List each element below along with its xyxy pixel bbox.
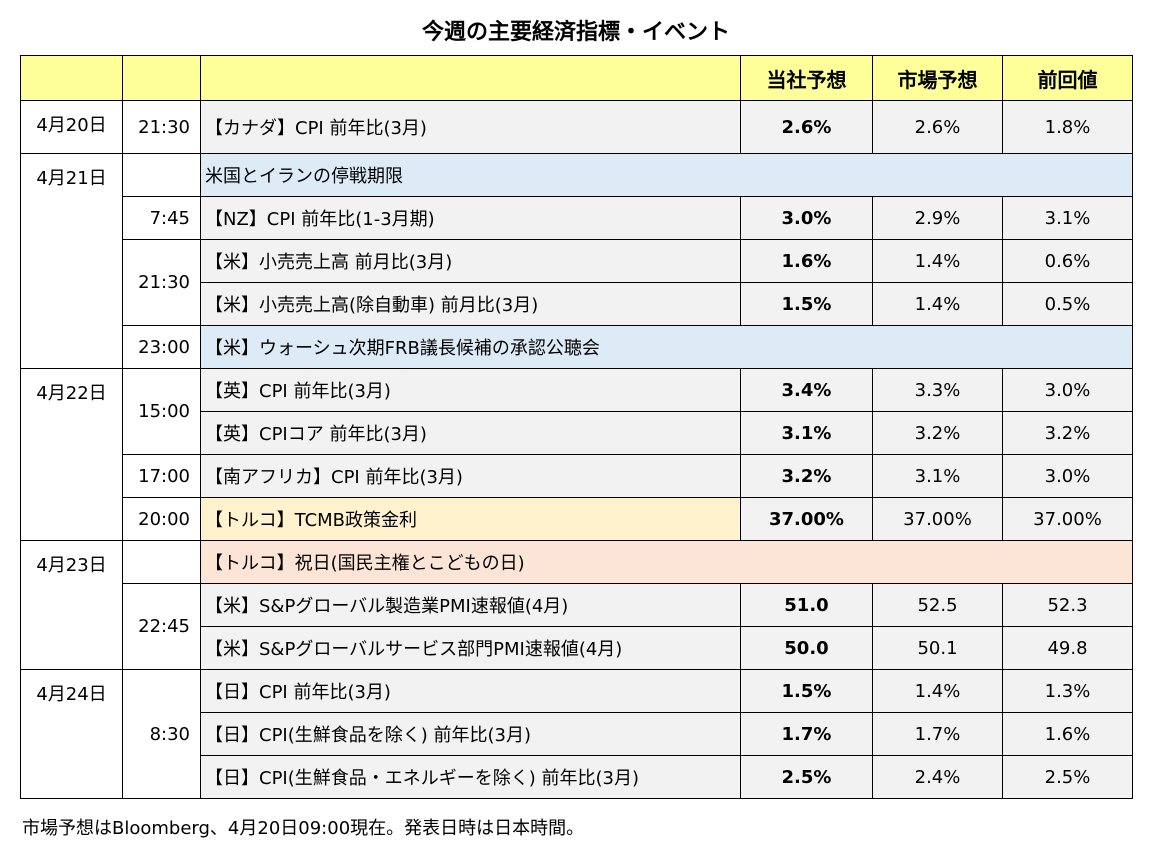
header-market: 市場予想 [872,55,1003,101]
table-row: 4月23日 【トルコ】祝日(国民主権とこどもの日) [20,540,1133,670]
table-row: 4月24日 8:30 【日】CPI 前年比(3月) 1.5% 1.4% 1.3% [20,669,1133,799]
market-forecast: 1.4% [872,669,1003,713]
table-row: 22:45 【米】S&Pグローバル製造業PMI速報値(4月) 51.0 52.5 52.… [21,583,1133,670]
our-forecast: 3.2% [740,454,873,498]
our-forecast: 51.0 [740,583,873,627]
time-cell: 22:45 [122,583,201,670]
market-forecast: 37.00% [872,497,1003,541]
header-date [20,55,123,101]
event-banner: 【米】ウォーシュ次期FRB議長候補の承認公聴会 [200,325,1133,369]
market-forecast: 3.1% [872,454,1003,498]
table-row: 【日】CPI(生鮮食品・エネルギーを除く) 前年比(3月) 2.5% 2.4% 2.5… [21,755,1133,799]
table-row: 4月22日 15:00 【英】CPI 前年比(3月) 3.4% 3.3% 3.0% [20,368,1133,541]
table-row: 17:00 【南アフリカ】CPI 前年比(3月) 3.2% 3.1% 3.0% [21,454,1133,498]
our-forecast: 50.0 [740,626,873,670]
header-prev: 前回値 [1002,55,1133,101]
previous-value: 49.8 [1002,626,1133,670]
market-forecast: 3.2% [872,411,1003,455]
time-cell: 15:00 [122,368,201,455]
event-name: 【日】CPI(生鮮食品を除く) 前年比(3月) [200,712,741,756]
previous-value: 52.3 [1002,583,1133,627]
time-cell: 7:45 [122,196,201,240]
our-forecast: 3.0% [740,196,873,240]
date-cell: 4月24日 [20,669,123,799]
table-row: 【日】CPI(生鮮食品を除く) 前年比(3月) 1.7% 1.7% 1.6% [21,712,1133,756]
market-forecast: 1.4% [872,239,1003,283]
time-cell: 17:00 [122,454,201,498]
previous-value: 2.5% [1002,755,1133,799]
our-forecast: 1.7% [740,712,873,756]
time-cell: 8:30 [122,669,201,799]
table-row: 【米】S&Pグローバルサービス部門PMI速報値(4月) 50.0 50.1 49.8 [21,626,1133,670]
table-row: 4月20日 21:30 【カナダ】CPI 前年比(3月) 2.6% 2.6% 1.8% [20,100,1133,154]
footnote: 市場予想はBloomberg、4月20日09:00現在。発表日時は日本時間。 [22,818,585,839]
header-time [122,55,201,101]
date-cell: 4月22日 [20,368,123,541]
date-cell: 4月23日 [20,540,123,670]
market-forecast: 2.9% [872,196,1003,240]
table-row: 20:00 【トルコ】TCMB政策金利 37.00% 37.00% 37.00% [21,497,1133,541]
time-cell [122,540,201,584]
event-name: 【米】S&Pグローバルサービス部門PMI速報値(4月) [200,626,741,670]
previous-value: 37.00% [1002,497,1133,541]
previous-value: 0.6% [1002,239,1133,283]
our-forecast: 2.5% [740,755,873,799]
market-forecast: 1.4% [872,282,1003,326]
date-cell: 4月20日 [20,100,123,154]
previous-value: 1.8% [1002,100,1133,154]
our-forecast: 3.1% [740,411,873,455]
time-cell: 21:30 [122,100,201,154]
event-name: 【米】小売売上高 前月比(3月) [200,239,741,283]
time-cell: 20:00 [122,497,201,541]
table-row: 23:00 【米】ウォーシュ次期FRB議長候補の承認公聴会 [21,325,1133,369]
our-forecast: 2.6% [740,100,873,154]
time-cell: 21:30 [122,239,201,326]
event-name: 【南アフリカ】CPI 前年比(3月) [200,454,741,498]
previous-value: 3.2% [1002,411,1133,455]
event-name: 【米】S&Pグローバル製造業PMI速報値(4月) [200,583,741,627]
indicator-table: 当社予想 市場予想 前回値 4月20日 21:30 【カナダ】CPI 前年比(3月)… [20,55,1133,799]
event-name: 【英】CPIコア 前年比(3月) [200,411,741,455]
market-forecast: 1.7% [872,712,1003,756]
event-name: 【カナダ】CPI 前年比(3月) [200,100,741,154]
header-row: 当社予想 市場予想 前回値 [20,55,1133,101]
our-forecast: 1.6% [740,239,873,283]
market-forecast: 50.1 [872,626,1003,670]
date-cell: 4月21日 [20,153,123,369]
market-forecast: 3.3% [872,368,1003,412]
event-name: 【米】小売売上高(除自動車) 前月比(3月) [200,282,741,326]
header-event [200,55,741,101]
our-forecast: 37.00% [740,497,873,541]
previous-value: 0.5% [1002,282,1133,326]
event-banner: 【トルコ】祝日(国民主権とこどもの日) [200,540,1133,584]
our-forecast: 1.5% [740,282,873,326]
market-forecast: 2.4% [872,755,1003,799]
event-banner: 米国とイランの停戦期限 [200,153,1133,197]
our-forecast: 3.4% [740,368,873,412]
our-forecast: 1.5% [740,669,873,713]
market-forecast: 2.6% [872,100,1003,154]
event-name: 【NZ】CPI 前年比(1-3月期) [200,196,741,240]
previous-value: 3.0% [1002,454,1133,498]
previous-value: 3.1% [1002,196,1133,240]
previous-value: 1.3% [1002,669,1133,713]
page-title: 今週の主要経済指標・イベント [421,20,730,45]
previous-value: 3.0% [1002,368,1133,412]
table-row: 4月21日 米国とイランの停戦期限 [20,153,1133,369]
previous-value: 1.6% [1002,712,1133,756]
market-forecast: 52.5 [872,583,1003,627]
time-cell: 23:00 [122,325,201,369]
event-name: 【英】CPI 前年比(3月) [200,368,741,412]
header-ours: 当社予想 [740,55,873,101]
time-cell [122,153,201,197]
table-row: 7:45 【NZ】CPI 前年比(1-3月期) 3.0% 2.9% 3.1% [21,196,1133,240]
table-row: 21:30 【米】小売売上高 前月比(3月) 1.6% 1.4% 0.6% [21,239,1133,326]
event-name: 【日】CPI 前年比(3月) [200,669,741,713]
event-name: 【日】CPI(生鮮食品・エネルギーを除く) 前年比(3月) [200,755,741,799]
event-name: 【トルコ】TCMB政策金利 [200,497,741,541]
table-row: 【英】CPIコア 前年比(3月) 3.1% 3.2% 3.2% [21,411,1133,455]
table-row: 【米】小売売上高(除自動車) 前月比(3月) 1.5% 1.4% 0.5% [21,282,1133,326]
